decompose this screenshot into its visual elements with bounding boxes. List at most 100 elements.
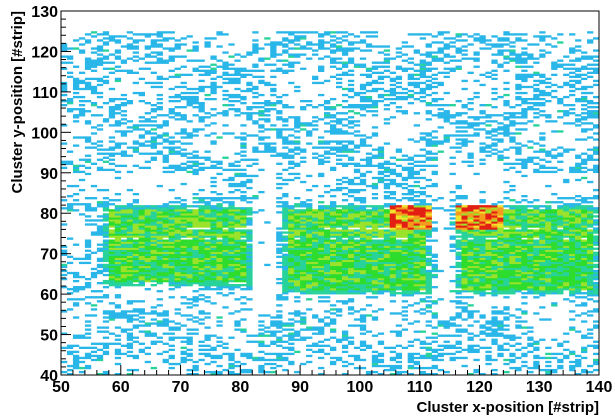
heatmap-cell [389, 243, 397, 246]
heatmap-cell [216, 75, 223, 79]
heatmap-cell [365, 245, 373, 248]
heatmap-cell [479, 257, 486, 261]
heatmap-cell [467, 231, 474, 234]
heatmap-cell [330, 277, 337, 281]
heatmap-cell [162, 257, 169, 261]
heatmap-cell [288, 140, 295, 143]
heatmap-cell [389, 227, 397, 230]
heatmap-cell [300, 221, 307, 224]
heatmap-cell [341, 112, 349, 115]
heatmap-cell [461, 281, 468, 285]
heatmap-cell [473, 223, 480, 226]
heatmap-cell [419, 342, 426, 345]
heatmap-cell [96, 358, 104, 362]
heatmap-cell [108, 116, 116, 119]
heatmap-cell [150, 275, 157, 279]
heatmap-cell [246, 247, 253, 250]
heatmap-cell [401, 110, 409, 113]
heatmap-cell [425, 251, 432, 254]
heatmap-cell [294, 118, 301, 121]
heatmap-cell [168, 221, 175, 224]
heatmap-cell [431, 77, 438, 81]
heatmap-cell [186, 273, 193, 277]
heatmap-cell [306, 271, 313, 275]
heatmap-cell [467, 243, 474, 246]
heatmap-cell [312, 128, 319, 131]
heatmap-cell [144, 152, 151, 155]
heatmap-cell [324, 122, 331, 125]
heatmap-cell [300, 99, 307, 103]
heatmap-cell [186, 219, 193, 222]
heatmap-cell [335, 235, 343, 238]
heatmap-cell [252, 174, 259, 178]
heatmap-cell [108, 257, 116, 261]
heatmap-cell [312, 235, 319, 238]
heatmap-cell [120, 314, 128, 317]
heatmap-cell [246, 209, 253, 212]
heatmap-cell [222, 77, 229, 81]
heatmap-cell [330, 290, 337, 293]
heatmap-cell [264, 144, 271, 147]
heatmap-cell [294, 39, 301, 42]
heatmap-cell [324, 116, 331, 119]
heatmap-cell [401, 168, 409, 172]
heatmap-cell [144, 332, 151, 335]
heatmap-cell [234, 168, 241, 172]
heatmap-cell [132, 354, 140, 358]
heatmap-cell [96, 124, 104, 127]
heatmap-cell [306, 360, 313, 364]
heatmap-cell [330, 304, 337, 307]
heatmap-cell [264, 358, 271, 362]
heatmap-cell [240, 261, 247, 265]
heatmap-cell [407, 352, 414, 356]
heatmap-cell [102, 160, 110, 163]
heatmap-cell [216, 279, 223, 283]
heatmap-cell [479, 330, 486, 333]
heatmap-cell [120, 110, 128, 113]
heatmap-cell [335, 273, 343, 277]
heatmap-cell [461, 209, 468, 212]
heatmap-cell [168, 108, 175, 111]
heatmap-cell [72, 87, 80, 91]
heatmap-cell [114, 243, 122, 246]
heatmap-cell [431, 55, 438, 58]
heatmap-cell [335, 279, 343, 283]
heatmap-cell [61, 89, 68, 93]
heatmap-cell [467, 312, 474, 315]
heatmap-cell [443, 344, 450, 347]
heatmap-cell [180, 152, 187, 155]
heatmap-cell [282, 273, 289, 277]
heatmap-cell [294, 126, 301, 129]
heatmap-cell [425, 118, 432, 121]
heatmap-cell [413, 164, 420, 168]
heatmap-cell [425, 217, 432, 220]
heatmap-cell [180, 358, 187, 362]
heatmap-cell [240, 146, 247, 149]
heatmap-cell [359, 221, 367, 224]
heatmap-cell [473, 205, 480, 208]
heatmap-cell [413, 213, 420, 216]
heatmap-cell [186, 302, 193, 305]
heatmap-cell [425, 164, 432, 168]
heatmap-cell [341, 336, 349, 339]
heatmap-cell [150, 156, 157, 159]
heatmap-cell [425, 112, 432, 115]
heatmap-cell [108, 61, 116, 64]
heatmap-cell [443, 55, 450, 58]
heatmap-cell [300, 45, 307, 48]
heatmap-cell [246, 221, 253, 224]
heatmap-cell [132, 215, 140, 218]
heatmap-cell [437, 108, 444, 111]
heatmap-cell [162, 251, 169, 254]
heatmap-cell [389, 257, 397, 261]
heatmap-cell [168, 261, 175, 265]
heatmap-cell [162, 225, 169, 228]
heatmap-cell [114, 249, 122, 252]
heatmap-cell [204, 207, 211, 210]
heatmap-cell [347, 284, 355, 287]
heatmap-cell [365, 259, 373, 263]
heatmap-cell [282, 207, 289, 210]
heatmap-cell [288, 217, 295, 220]
heatmap-cell [300, 249, 307, 252]
heatmap-cell [108, 255, 116, 259]
